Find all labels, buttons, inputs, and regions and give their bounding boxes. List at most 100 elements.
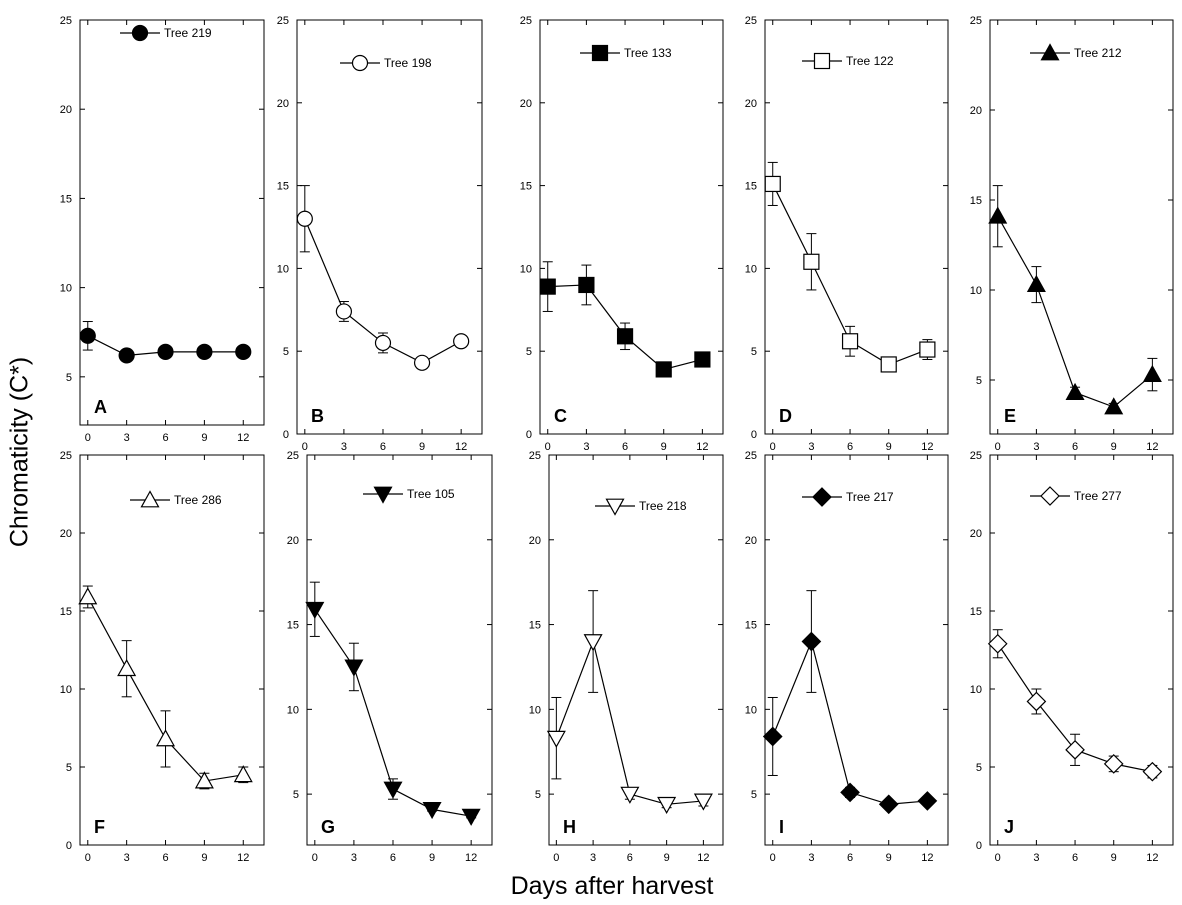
legend-marker [140, 490, 160, 508]
x-tick-label: 6 [1072, 441, 1078, 453]
panel-letter: D [779, 406, 792, 426]
x-tick-label: 12 [1146, 852, 1158, 864]
data-point [374, 334, 392, 352]
panel-i: 5 10 15 20 25 0 3 6 9 12 I Tree 217 [745, 450, 949, 864]
x-tick-label: 0 [995, 852, 1001, 864]
y-tick-label: 5 [976, 762, 982, 774]
y-tick-label: 15 [520, 181, 532, 193]
data-point [196, 343, 213, 360]
data-point [841, 333, 859, 350]
x-tick-label: 9 [419, 441, 425, 453]
panel-frame [296, 19, 483, 435]
x-tick-label: 12 [921, 441, 933, 453]
y-tick-label: 20 [970, 105, 982, 117]
x-tick-label: 9 [1111, 441, 1117, 453]
data-point [1026, 691, 1047, 712]
legend-label: Tree 277 [1074, 489, 1122, 503]
y-tick-label: 20 [277, 98, 289, 110]
legend-label: Tree 122 [846, 54, 894, 68]
y-tick-label: 10 [60, 684, 72, 696]
data-point [156, 729, 176, 747]
y-tick-label: 20 [60, 104, 72, 116]
x-tick-label: 12 [697, 852, 709, 864]
data-point [194, 771, 214, 789]
data-point [987, 633, 1008, 654]
x-tick-label: 6 [627, 852, 633, 864]
x-tick-label: 6 [162, 432, 168, 444]
series-line [997, 215, 1153, 408]
data-point [305, 601, 325, 620]
data-point [803, 253, 820, 270]
data-point [1103, 754, 1124, 774]
x-tick-label: 0 [312, 852, 318, 864]
data-point [693, 793, 713, 811]
panel-letter: B [311, 406, 324, 426]
legend-label: Tree 217 [846, 490, 894, 504]
x-tick-label: 3 [124, 852, 130, 864]
x-tick-label: 9 [201, 852, 207, 864]
data-point [413, 354, 431, 371]
x-tick-label: 12 [465, 852, 477, 864]
legend-marker [1040, 43, 1060, 61]
x-tick-label: 0 [553, 852, 559, 864]
panel-frame [79, 454, 265, 846]
x-tick-label: 0 [770, 852, 776, 864]
legend-label: Tree 198 [384, 56, 432, 70]
panel-a: 5 10 15 20 25 0 3 6 9 12 A Tree 219 [60, 15, 265, 444]
y-tick-label: 25 [60, 450, 72, 462]
x-tick-label: 3 [808, 852, 814, 864]
x-tick-label: 3 [124, 432, 130, 444]
y-tick-label: 5 [66, 762, 72, 774]
y-tick-label: 10 [529, 704, 541, 716]
y-tick-label: 10 [277, 263, 289, 275]
y-tick-label: 5 [751, 789, 757, 801]
y-tick-label: 25 [970, 450, 982, 462]
data-point [422, 801, 442, 820]
legend-label: Tree 218 [639, 499, 687, 513]
panel-frame [539, 19, 724, 435]
data-point [296, 210, 313, 227]
data-point [335, 303, 353, 320]
panel-letter: H [563, 817, 576, 837]
panel-c: 0 5 10 15 20 25 0 3 6 9 12 C Tree 133 [520, 15, 724, 453]
y-tick-label: 25 [520, 15, 532, 27]
y-tick-label: 0 [526, 429, 532, 441]
data-point [539, 278, 556, 295]
legend-label: Tree 133 [624, 46, 672, 60]
y-tick-label: 5 [535, 789, 541, 801]
data-point [546, 730, 566, 748]
data-point [461, 808, 481, 826]
legend-label: Tree 212 [1074, 46, 1122, 60]
data-point [1142, 364, 1162, 382]
x-tick-label: 9 [886, 441, 892, 453]
data-point [117, 658, 137, 677]
y-tick-label: 5 [976, 375, 982, 387]
y-tick-label: 5 [751, 346, 757, 358]
x-tick-label: 6 [847, 852, 853, 864]
x-tick-label: 0 [995, 441, 1001, 453]
y-tick-label: 15 [287, 620, 299, 632]
x-tick-label: 6 [622, 441, 628, 453]
y-tick-label: 10 [287, 704, 299, 716]
data-point [840, 782, 860, 803]
y-tick-label: 25 [287, 450, 299, 462]
data-point [118, 347, 135, 364]
y-tick-label: 5 [293, 789, 299, 801]
data-point [1065, 382, 1085, 400]
legend-label: Tree 286 [174, 493, 222, 507]
y-tick-label: 10 [970, 285, 982, 297]
data-point [764, 175, 781, 193]
y-tick-label: 5 [526, 346, 532, 358]
y-tick-label: 20 [60, 528, 72, 540]
panel-frame [989, 454, 1174, 846]
x-tick-label: 6 [1072, 852, 1078, 864]
data-point [78, 587, 98, 605]
data-point [878, 794, 899, 815]
x-tick-label: 12 [237, 852, 249, 864]
panel-frame [989, 19, 1174, 435]
panel-frame [764, 454, 949, 846]
y-tick-label: 20 [745, 535, 757, 547]
x-axis-label: Days after harvest [510, 872, 714, 900]
legend-label: Tree 105 [407, 487, 455, 501]
